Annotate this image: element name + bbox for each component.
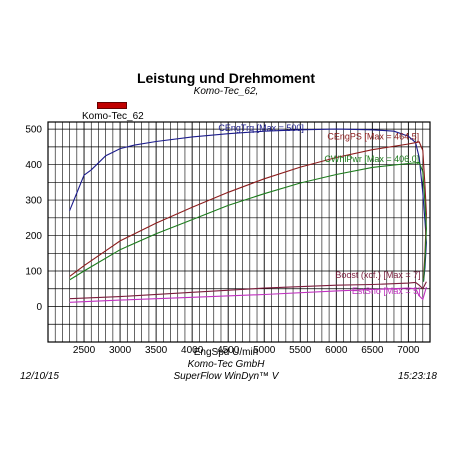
x-tick-label: 6500 [361, 345, 384, 356]
chart-subtitle: Komo-Tec_62, [193, 86, 259, 97]
series-labels: CEngTrq [Max = 500] CEngPS [Max = 464.5] C… [218, 123, 420, 296]
series-label: Boost (xcf.) [Max = 7] [335, 270, 420, 280]
series-label: CEngPS [Max = 464.5] [327, 132, 419, 142]
x-tick-label: 4000 [181, 345, 204, 356]
chart-title: Leistung und Drehmoment [136, 70, 316, 86]
axes: 0 100 200 300 400 500 2500 3000 3500 4000 4500 5000… [25, 121, 431, 356]
x-tick-label: 2500 [73, 345, 96, 356]
x-tick-label: 4500 [217, 345, 240, 356]
series-label: CWhlPwr [Max = 406.0] [324, 154, 419, 164]
y-tick-label: 400 [25, 160, 42, 171]
series-line [69, 281, 427, 300]
x-tick-label: 3000 [109, 345, 132, 356]
run-date: 12/10/15 [20, 371, 59, 382]
y-tick-label: 0 [36, 302, 42, 313]
x-tick-label: 5000 [253, 345, 276, 356]
plot-frame [48, 122, 430, 342]
plot-border [47, 121, 431, 343]
y-tick-label: 500 [25, 125, 42, 136]
x-tick-label: 6000 [325, 345, 348, 356]
x-axis-label: EngSpd U/min [193, 347, 259, 358]
y-tick-label: 300 [25, 196, 42, 207]
series-group [69, 128, 427, 303]
series-label: EstSho [Max = 5] [352, 286, 421, 296]
grid-lines [48, 122, 430, 342]
series-line [69, 128, 427, 282]
y-tick-label: 200 [25, 231, 42, 242]
series-line [69, 141, 427, 279]
x-tick-label: 3500 [145, 345, 168, 356]
y-tick-label: 100 [25, 267, 42, 278]
series-label: CEngTrq [Max = 500] [218, 123, 303, 133]
software-name: SuperFlow WinDyn™ V [173, 371, 279, 382]
x-tick-label: 7000 [397, 345, 420, 356]
legend-label: Komo-Tec_62 [82, 111, 144, 122]
series-line [69, 161, 427, 282]
company-name: Komo-Tec GmbH [187, 359, 265, 370]
x-tick-label: 5500 [289, 345, 312, 356]
run-time: 15:23:18 [398, 371, 437, 382]
series-line [69, 286, 427, 303]
legend-swatch [97, 102, 127, 109]
